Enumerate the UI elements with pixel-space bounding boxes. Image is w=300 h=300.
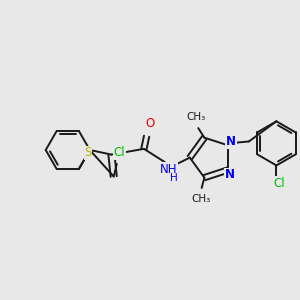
Text: Cl: Cl — [273, 177, 284, 190]
Text: O: O — [146, 117, 155, 130]
Text: N: N — [226, 135, 236, 148]
Text: H: H — [169, 173, 177, 183]
Text: CH₃: CH₃ — [186, 112, 206, 122]
Text: N: N — [224, 168, 234, 181]
Text: Cl: Cl — [114, 146, 125, 159]
Text: S: S — [84, 146, 92, 159]
Text: CH₃: CH₃ — [191, 194, 210, 204]
Text: NH: NH — [160, 163, 178, 176]
